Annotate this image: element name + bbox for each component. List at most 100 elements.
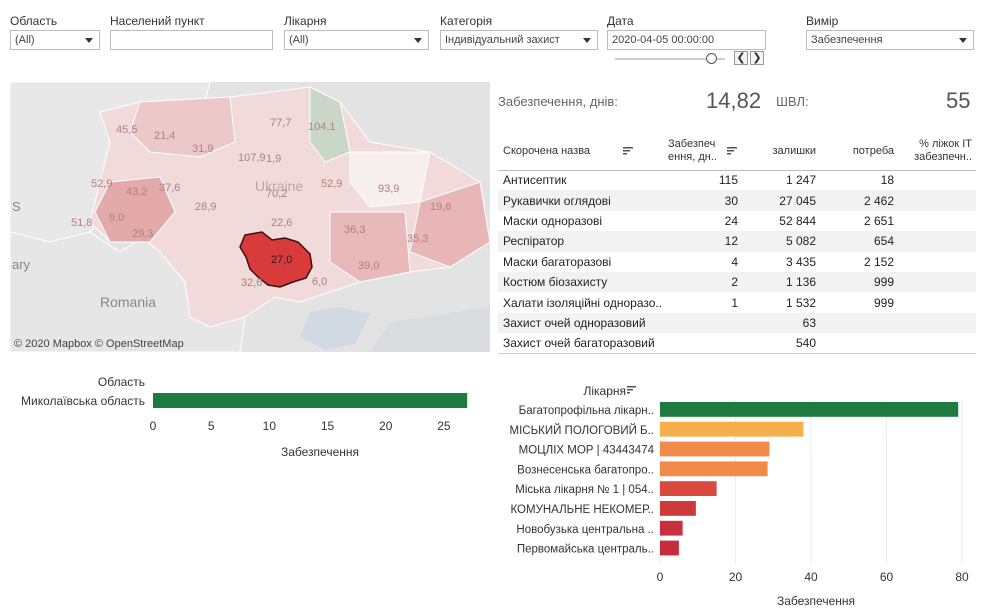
cell-stock: 3 435 — [785, 254, 816, 269]
bar[interactable] — [660, 402, 959, 417]
cell-need: 654 — [820, 231, 898, 252]
map-region-value: 77,7 — [270, 117, 292, 129]
cell-days: 12 — [668, 231, 742, 252]
chevron-down-icon[interactable] — [85, 38, 93, 43]
chevron-down-icon[interactable] — [583, 38, 591, 43]
table-row[interactable]: Захист очей одноразовий 63 — [498, 312, 976, 334]
table-row[interactable]: Маски багаторазові 4 3 435 2 152 — [498, 252, 976, 272]
cell-need: 2 462 — [820, 190, 898, 211]
x-tick-label: 0 — [657, 570, 664, 584]
bar-label: Первомайська централь.. — [517, 544, 654, 556]
kpi-shvl-value: 55 — [946, 88, 971, 113]
chart-title: Лікарня — [583, 384, 626, 398]
date-slider-track[interactable] — [615, 58, 725, 60]
table-row[interactable]: Захист очей багаторазовий 540 — [498, 333, 976, 355]
filter-measure-select[interactable]: Забезпечення — [806, 30, 974, 50]
column-header-pct[interactable]: % ліжок ІТ забезпечн.. — [898, 132, 976, 171]
filter-category: Категорія Індивідуальний захист — [440, 12, 598, 50]
sort-icon[interactable] — [623, 146, 634, 155]
cell-need — [820, 312, 898, 334]
cell-name: Антисептик — [503, 173, 567, 188]
filter-date-input[interactable]: 2020-04-05 00:00:00 — [607, 30, 766, 50]
x-tick-label: 20 — [379, 419, 393, 433]
map-canvas — [10, 82, 490, 352]
x-tick-label: 15 — [321, 419, 335, 433]
map-neighbor-label-romania: Romania — [100, 294, 157, 310]
column-header-name-label: Скорочена назва — [503, 144, 591, 157]
bar-label: Новобузька центральна .. — [516, 524, 654, 536]
table-row[interactable]: Респіратор 12 5 082 654 — [498, 231, 976, 252]
filter-oblast-value: (All) — [15, 34, 35, 46]
map-region-value: 51,8 — [71, 217, 93, 229]
map-region-value: 21,4 — [154, 130, 176, 142]
filter-measure-label: Вимір — [806, 14, 839, 28]
date-next-button[interactable]: ❯ — [750, 51, 764, 65]
map-region-value: 36,3 — [344, 224, 366, 236]
oblast-map[interactable]: Ukraine Romania ary S 45,5 21,4 31,9 77,… — [10, 82, 490, 352]
filter-hospital: Лікарня (All) — [284, 12, 429, 50]
column-header-stock[interactable]: залишки — [742, 132, 820, 171]
x-tick-label: 60 — [880, 570, 894, 584]
table-row[interactable]: Антисептик 115 1 247 18 — [498, 170, 976, 190]
filter-hospital-select[interactable]: (All) — [284, 30, 429, 50]
chevron-down-icon[interactable] — [959, 38, 967, 43]
supply-table: Скорочена назва Забезпеч ення, дн.. зали… — [498, 132, 976, 355]
bar[interactable] — [660, 520, 683, 536]
cell-days: 30 — [668, 190, 742, 211]
filter-date: Дата 2020-04-05 00:00:00 — [607, 12, 766, 50]
cell-stock: 540 — [742, 333, 820, 355]
map-region-highlighted-value: 27,0 — [271, 254, 293, 266]
map-region-value: 43,2 — [126, 186, 148, 198]
bar[interactable] — [660, 461, 768, 477]
map-region-value: 19,6 — [430, 201, 452, 213]
cell-pct — [898, 312, 976, 334]
cell-name: Респіратор — [498, 231, 668, 252]
filter-oblast: Область (All) — [10, 12, 100, 50]
map-neighbor-label-slovakia: S — [12, 199, 21, 214]
bar[interactable] — [660, 441, 770, 457]
column-header-need[interactable]: потреба — [820, 132, 898, 171]
cell-pct — [898, 271, 976, 293]
chart-title: Область — [98, 375, 145, 389]
cell-need: 2 152 — [863, 254, 894, 269]
cell-pct — [898, 231, 976, 252]
filter-settlement-input[interactable] — [110, 30, 273, 50]
column-header-days[interactable]: Забезпеч ення, дн.. — [668, 132, 742, 171]
map-region-value: 29,3 — [132, 228, 154, 240]
x-tick-label: 10 — [263, 419, 277, 433]
cell-stock: 5 082 — [742, 231, 820, 252]
date-prev-button[interactable]: ❮ — [734, 51, 748, 65]
filter-category-value: Індивідуальний захист — [445, 34, 560, 46]
table-row[interactable]: Халати ізоляційні одноразо.. 1 1 532 999 — [498, 292, 976, 312]
x-axis-label: Забезпечення — [281, 445, 359, 459]
map-region-value: 22,6 — [271, 217, 293, 229]
table-row[interactable]: Рукавички оглядові 30 27 045 2 462 — [498, 190, 976, 211]
table-row[interactable]: Костюм біозахисту 2 1 136 999 — [498, 271, 976, 293]
x-tick-label: 40 — [804, 570, 818, 584]
x-tick-label: 80 — [955, 570, 969, 584]
map-region-value: 52,9 — [321, 178, 343, 190]
chevron-down-icon[interactable] — [414, 38, 422, 43]
cell-days — [668, 333, 742, 355]
filter-oblast-select[interactable]: (All) — [10, 30, 100, 50]
bar[interactable] — [660, 540, 679, 556]
bar[interactable] — [660, 421, 804, 437]
cell-pct — [898, 333, 976, 355]
bar[interactable] — [660, 481, 717, 496]
date-slider-handle[interactable] — [706, 53, 717, 64]
filter-category-select[interactable]: Індивідуальний захист — [440, 30, 598, 50]
bar-label: Миколаївська область — [21, 394, 145, 408]
table-row[interactable]: Маски одноразові 24 52 844 2 651 — [498, 211, 976, 231]
bar-label: КОМУНАЛЬНЕ НЕКОМЕР.. — [510, 504, 654, 516]
filter-measure: Вимір Забезпечення — [806, 12, 974, 50]
bar[interactable] — [660, 501, 696, 516]
sort-icon[interactable] — [727, 146, 738, 155]
map-region-value: 28,9 — [195, 201, 217, 213]
cell-days — [668, 312, 742, 334]
bar[interactable] — [153, 393, 468, 408]
map-region-value: 93,9 — [378, 183, 400, 195]
cell-stock: 63 — [742, 312, 820, 334]
x-tick-label: 5 — [208, 419, 215, 433]
column-header-name[interactable]: Скорочена назва — [498, 132, 668, 171]
sort-icon[interactable] — [627, 386, 636, 394]
